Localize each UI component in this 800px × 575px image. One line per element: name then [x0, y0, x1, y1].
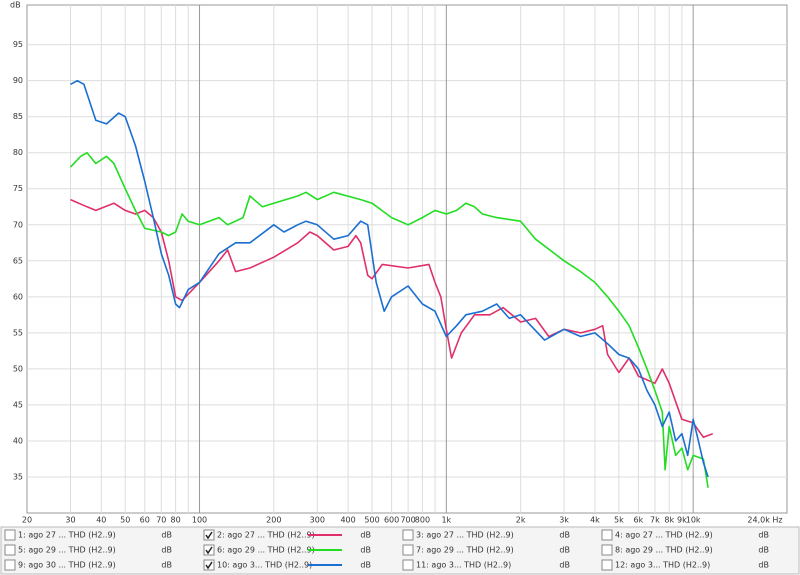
y-tick-label: 90 — [13, 76, 23, 85]
legend-label: 7: ago 29 ... THD (H2..9) — [416, 546, 514, 555]
x-tick-label: 2k — [516, 516, 526, 525]
x-tick-label: 70 — [156, 516, 166, 525]
legend-unit: dB — [360, 561, 371, 570]
legend-unit: dB — [161, 546, 172, 555]
x-tick-label: 800 — [415, 516, 430, 525]
x-tick-label: 8k — [664, 516, 674, 525]
curve — [69, 151, 709, 488]
x-tick-label: 20 — [22, 516, 32, 525]
x-tick-label: 50 — [120, 516, 130, 525]
y-tick-label: 60 — [13, 292, 23, 301]
x-tick-label: 3k — [559, 516, 569, 525]
x-tick-label: 60 — [140, 516, 150, 525]
checkbox[interactable] — [203, 529, 215, 541]
x-tick-label: 5k — [614, 516, 624, 525]
checkbox[interactable] — [4, 529, 16, 541]
legend-label: 3: ago 27 ... THD (H2..9) — [416, 531, 514, 540]
y-tick-label: 35 — [13, 472, 23, 481]
y-tick-label: 45 — [13, 400, 23, 409]
check-mark — [205, 561, 213, 570]
legend-unit: dB — [559, 531, 570, 540]
x-tick-label: 4k — [590, 516, 600, 525]
checkbox[interactable] — [4, 559, 16, 571]
x-tick-label: 7k — [650, 516, 660, 525]
plot-area — [26, 4, 788, 514]
curve — [70, 198, 713, 439]
checkbox[interactable] — [203, 559, 215, 571]
checkbox[interactable] — [402, 559, 414, 571]
y-axis-label: dB — [10, 1, 21, 10]
check-mark — [205, 531, 213, 540]
x-tick-label: 600 — [384, 516, 399, 525]
y-tick-label: 50 — [13, 364, 23, 373]
legend-label: 1: ago 27 ... THD (H2..9) — [18, 531, 116, 540]
legend-unit: dB — [559, 561, 570, 570]
y-tick-label: 95 — [13, 40, 23, 49]
legend-label: 6: ago 29 ... THD (H2..9) — [217, 546, 315, 555]
x-tick-label: 6k — [634, 516, 644, 525]
legend-label: 5: ago 29 ... THD (H2..9) — [18, 546, 116, 555]
legend-label: 2: ago 27 ... THD (H2..9) — [217, 531, 315, 540]
legend-unit: dB — [161, 531, 172, 540]
legend-unit: dB — [360, 546, 371, 555]
checkbox[interactable] — [203, 544, 215, 556]
y-tick-label: 40 — [13, 436, 23, 445]
legend-label: 12: ago 3... THD (H2..9) — [615, 561, 710, 570]
checkbox[interactable] — [402, 529, 414, 541]
x-tick-label: 300 — [310, 516, 325, 525]
x-tick-label: 80 — [171, 516, 181, 525]
x-tick-label: 100 — [192, 516, 207, 525]
x-tick-label: 10k — [686, 516, 701, 525]
y-tick-label: 70 — [13, 220, 23, 229]
y-tick-label: 55 — [13, 328, 23, 337]
y-tick-label: 75 — [13, 184, 23, 193]
y-tick-label: 65 — [13, 256, 23, 265]
legend-unit: dB — [161, 561, 172, 570]
y-tick-label: 80 — [13, 148, 23, 157]
x-tick-label: 400 — [340, 516, 355, 525]
x-tick-label: 24,0k Hz — [747, 516, 782, 525]
legend-unit: dB — [758, 546, 769, 555]
checkbox[interactable] — [601, 544, 613, 556]
legend-unit: dB — [758, 531, 769, 540]
x-tick-label: 200 — [266, 516, 281, 525]
legend-label: 10: ago 3... THD (H2..9) — [217, 561, 312, 570]
legend-label: 11: ago 3... THD (H2..9) — [416, 561, 511, 570]
x-tick-label: 9k — [677, 516, 687, 525]
checkbox[interactable] — [4, 544, 16, 556]
check-mark — [205, 546, 213, 555]
x-tick-label: 1k — [441, 516, 451, 525]
x-tick-label: 700 — [400, 516, 415, 525]
legend-label: 4: ago 27 ... THD (H2..9) — [615, 531, 713, 540]
legend-panel — [0, 526, 800, 575]
y-tick-label: 85 — [13, 112, 23, 121]
x-tick-label: 40 — [96, 516, 106, 525]
legend-label: 8: ago 29 ... THD (H2..9) — [615, 546, 713, 555]
x-tick-label: 30 — [65, 516, 75, 525]
checkbox[interactable] — [601, 529, 613, 541]
curve — [70, 79, 709, 478]
legend-unit: dB — [360, 531, 371, 540]
checkbox[interactable] — [601, 559, 613, 571]
legend-unit: dB — [559, 546, 570, 555]
x-tick-label: 500 — [364, 516, 379, 525]
legend-label: 9: ago 30 ... THD (H2..9) — [18, 561, 116, 570]
legend-unit: dB — [758, 561, 769, 570]
checkbox[interactable] — [402, 544, 414, 556]
